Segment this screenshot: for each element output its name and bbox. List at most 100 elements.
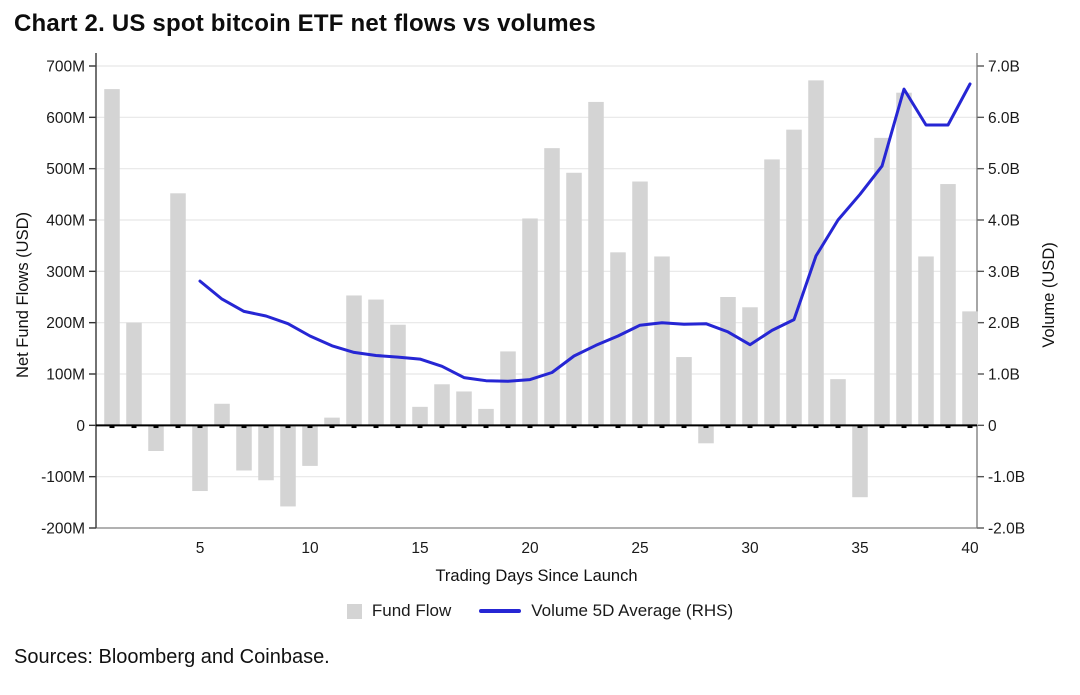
y-right-tick-label: 5.0B	[988, 161, 1020, 178]
fund-flow-bar	[764, 159, 780, 426]
legend-item-fund-flow: Fund Flow	[346, 601, 452, 621]
day-tick	[747, 425, 753, 429]
y-left-tick-label: -200M	[41, 521, 85, 538]
day-tick	[439, 425, 445, 429]
day-tick	[527, 425, 533, 429]
fund-flow-bar	[390, 324, 406, 426]
y-left-tick-label: -100M	[41, 469, 85, 486]
y-right-tick-label: -1.0B	[988, 469, 1025, 486]
fund-flow-bar	[654, 256, 670, 426]
day-tick	[153, 425, 159, 429]
x-tick-label: 15	[411, 540, 428, 557]
fund-flow-bar	[148, 425, 164, 451]
y-left-tick-label: 600M	[46, 110, 85, 127]
x-tick-label: 35	[851, 540, 868, 557]
fund-flow-bar	[258, 425, 274, 481]
day-tick	[461, 425, 467, 429]
fund-flow-bar	[522, 218, 538, 426]
y-right-tick-label: 3.0B	[988, 264, 1020, 281]
fund-flow-bar	[588, 101, 604, 426]
y-right-tick-label: 6.0B	[988, 110, 1020, 127]
fund-flow-bar	[500, 351, 516, 426]
day-tick	[857, 425, 863, 429]
y-left-tick-label: 100M	[46, 367, 85, 384]
fund-flow-bar	[456, 391, 472, 426]
sources-note: Sources: Bloomberg and Coinbase.	[14, 646, 330, 668]
day-tick	[373, 425, 379, 429]
fund-flow-bar	[852, 425, 868, 498]
fund-flow-bar	[346, 295, 362, 426]
y-left-tick-label: 200M	[46, 315, 85, 332]
fund-flow-bar	[610, 252, 626, 426]
day-tick	[175, 425, 181, 429]
fund-flow-bar	[170, 193, 186, 426]
day-tick	[131, 425, 137, 429]
x-axis-title: Trading Days Since Launch	[435, 567, 637, 585]
fund-flow-bar	[874, 137, 890, 426]
y-right-tick-label: 4.0B	[988, 213, 1020, 230]
fund-flow-bar	[412, 406, 428, 426]
day-tick	[219, 425, 225, 429]
legend-item-volume: Volume 5D Average (RHS)	[479, 601, 733, 621]
fund-flow-bar	[302, 425, 318, 466]
day-tick	[945, 425, 951, 429]
day-tick	[615, 425, 621, 429]
fund-flow-bar	[896, 92, 912, 426]
chart-title: Chart 2. US spot bitcoin ETF net flows v…	[14, 10, 596, 37]
day-tick	[879, 425, 885, 429]
fund-flow-bar	[676, 357, 692, 426]
day-tick	[395, 425, 401, 429]
day-tick	[483, 425, 489, 429]
day-tick	[659, 425, 665, 429]
fund-flow-swatch-icon	[346, 603, 362, 619]
day-tick	[263, 425, 269, 429]
x-tick-label: 20	[521, 540, 539, 557]
day-tick	[571, 425, 577, 429]
y-right-tick-label: 7.0B	[988, 59, 1020, 76]
y-left-axis-title: Net Fund Flows (USD)	[14, 212, 32, 378]
day-tick	[923, 425, 929, 429]
legend: Fund Flow Volume 5D Average (RHS)	[0, 601, 1080, 621]
day-tick	[329, 425, 335, 429]
day-tick	[681, 425, 687, 429]
fund-flow-bar	[324, 417, 340, 426]
fund-flow-bar	[126, 322, 142, 426]
y-left-tick-label: 400M	[46, 213, 85, 230]
day-tick	[813, 425, 819, 429]
day-tick	[593, 425, 599, 429]
day-tick	[109, 425, 115, 429]
fund-flow-bar	[214, 403, 230, 426]
x-tick-label: 10	[301, 540, 319, 557]
fund-flow-legend-label: Fund Flow	[371, 601, 452, 620]
day-tick	[725, 425, 731, 429]
day-tick	[967, 425, 973, 429]
y-right-tick-label: -2.0B	[988, 521, 1025, 538]
day-tick	[835, 425, 841, 429]
x-tick-label: 5	[196, 540, 205, 557]
day-tick	[791, 425, 797, 429]
day-tick	[703, 425, 709, 429]
day-tick	[241, 425, 247, 429]
fund-flow-bar	[720, 297, 736, 426]
y-right-tick-label: 1.0B	[988, 367, 1020, 384]
fund-flow-bar	[962, 311, 978, 426]
volume-line	[198, 82, 972, 383]
x-tick-label: 30	[741, 540, 759, 557]
day-tick	[769, 425, 775, 429]
fund-flow-bar	[544, 148, 560, 426]
volume-line-swatch-icon	[479, 609, 522, 613]
fund-flow-bar	[192, 425, 208, 492]
fund-flow-bar	[632, 181, 648, 426]
fund-flow-bar	[280, 425, 296, 507]
fund-flow-bar	[808, 80, 824, 426]
x-tick-label: 25	[631, 540, 648, 557]
y-left-tick-label: 300M	[46, 264, 85, 281]
day-tick	[285, 425, 291, 429]
day-tick	[351, 425, 357, 429]
y-left-tick-label: 700M	[46, 59, 85, 76]
day-tick	[307, 425, 313, 429]
fund-flow-bar	[478, 408, 494, 426]
y-left-tick-label: 0	[76, 418, 85, 435]
y-right-axis-title: Volume (USD)	[1040, 242, 1058, 347]
